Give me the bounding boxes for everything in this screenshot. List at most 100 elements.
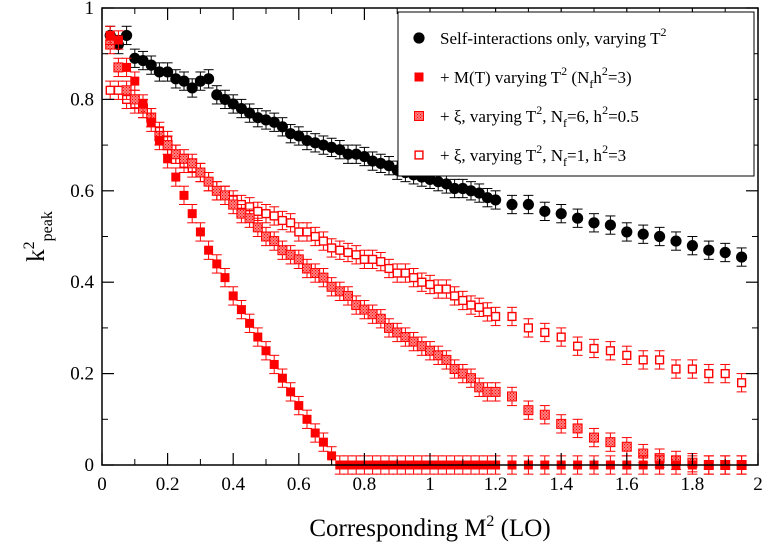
data-point	[343, 290, 353, 301]
data-point	[474, 302, 484, 312]
series-3	[105, 80, 747, 393]
legend-label-text: =6, h	[567, 107, 603, 126]
y-tick-label: 1	[85, 0, 95, 19]
data-point	[409, 273, 419, 283]
y-tick-label: 0.8	[70, 89, 94, 110]
x-tick-label: 0.8	[353, 474, 377, 495]
data-point	[186, 82, 198, 94]
y-axis-label: k2peak	[21, 211, 56, 262]
data-point	[622, 350, 632, 360]
data-point	[105, 30, 115, 40]
data-point	[540, 327, 550, 338]
legend-label-sub: f	[589, 77, 593, 91]
data-point	[654, 230, 666, 243]
data-point	[572, 423, 583, 434]
data-point	[433, 284, 443, 294]
data-point	[466, 300, 476, 310]
data-point	[113, 85, 124, 95]
data-point	[318, 272, 329, 283]
data-point	[179, 190, 189, 200]
data-point	[153, 66, 165, 78]
axes-layer: 0 0.2 0.4 0.6 0.8 1 1.2 1.4 1.6 1.8 2 0 0.2 0.4 0.6 0.8…	[21, 0, 763, 542]
data-point	[351, 250, 361, 260]
data-point	[261, 231, 271, 242]
x-axis-label-suffix: (LO)	[494, 515, 550, 542]
legend-label-sub: f	[563, 155, 567, 169]
data-point	[269, 211, 279, 221]
data-point	[441, 354, 452, 365]
data-point	[457, 368, 468, 379]
x-axis-label-main: Corresponding M	[309, 515, 486, 542]
data-point	[572, 212, 584, 224]
x-tick-label: 0	[97, 474, 107, 495]
data-point	[605, 346, 616, 356]
data-point	[162, 140, 173, 151]
data-point	[440, 178, 452, 190]
data-point	[211, 89, 223, 101]
data-point	[252, 222, 263, 233]
data-point	[302, 227, 312, 237]
data-point	[285, 249, 296, 260]
legend-label-text: Self-interactions only, varying T	[440, 29, 661, 48]
data-point	[703, 244, 715, 256]
data-point	[507, 311, 517, 322]
data-point	[268, 116, 280, 128]
legend-label-sup: 2	[602, 103, 608, 117]
data-point	[375, 313, 386, 324]
data-point	[310, 268, 321, 279]
data-point	[736, 251, 748, 263]
data-point	[179, 153, 189, 164]
data-point	[178, 75, 190, 87]
legend-label-sup: 2	[660, 25, 666, 39]
y-tick-label: 0.6	[70, 181, 94, 202]
data-point	[400, 332, 411, 343]
data-point	[211, 185, 222, 196]
data-point	[187, 158, 198, 169]
y-axis-label-sub: peak	[39, 211, 56, 241]
y-tick-label: 0.2	[70, 364, 94, 385]
y-axis-label-sup: 2	[21, 241, 38, 249]
data-point	[236, 305, 246, 315]
data-point	[392, 327, 403, 338]
data-point	[171, 172, 181, 182]
data-point	[671, 364, 681, 374]
data-point	[277, 215, 288, 226]
data-point	[605, 437, 616, 448]
data-point	[351, 300, 362, 311]
legend-marker	[414, 111, 424, 121]
x-tick-label: 2	[753, 474, 763, 495]
legend-label-text: (N	[567, 68, 589, 87]
data-point	[490, 386, 501, 397]
data-point	[473, 187, 485, 199]
data-point	[277, 373, 287, 383]
data-point	[392, 268, 402, 278]
data-point	[195, 167, 206, 178]
data-point	[204, 245, 214, 255]
legend-label-sup: 2	[536, 103, 542, 117]
x-axis-label-sup: 2	[486, 513, 494, 530]
series-0	[104, 25, 748, 267]
data-point	[474, 382, 485, 393]
data-point	[621, 226, 633, 238]
data-point	[294, 401, 304, 411]
data-point	[482, 307, 493, 317]
data-point	[335, 245, 345, 255]
data-point	[555, 208, 567, 220]
x-tick-label: 1.4	[549, 474, 573, 495]
data-point	[334, 144, 346, 156]
data-point	[203, 73, 215, 85]
data-point	[203, 176, 214, 187]
data-point	[244, 107, 256, 119]
data-point	[154, 136, 164, 146]
x-tick-label: 1.6	[615, 474, 639, 495]
data-point	[376, 257, 386, 267]
legend-marker	[414, 150, 424, 160]
data-point	[220, 273, 230, 283]
data-point	[359, 254, 370, 264]
data-point	[686, 240, 698, 252]
legend-label-sub: f	[563, 116, 567, 130]
x-tick-label: 1	[425, 474, 435, 495]
data-point	[604, 219, 616, 231]
data-point	[491, 311, 501, 322]
